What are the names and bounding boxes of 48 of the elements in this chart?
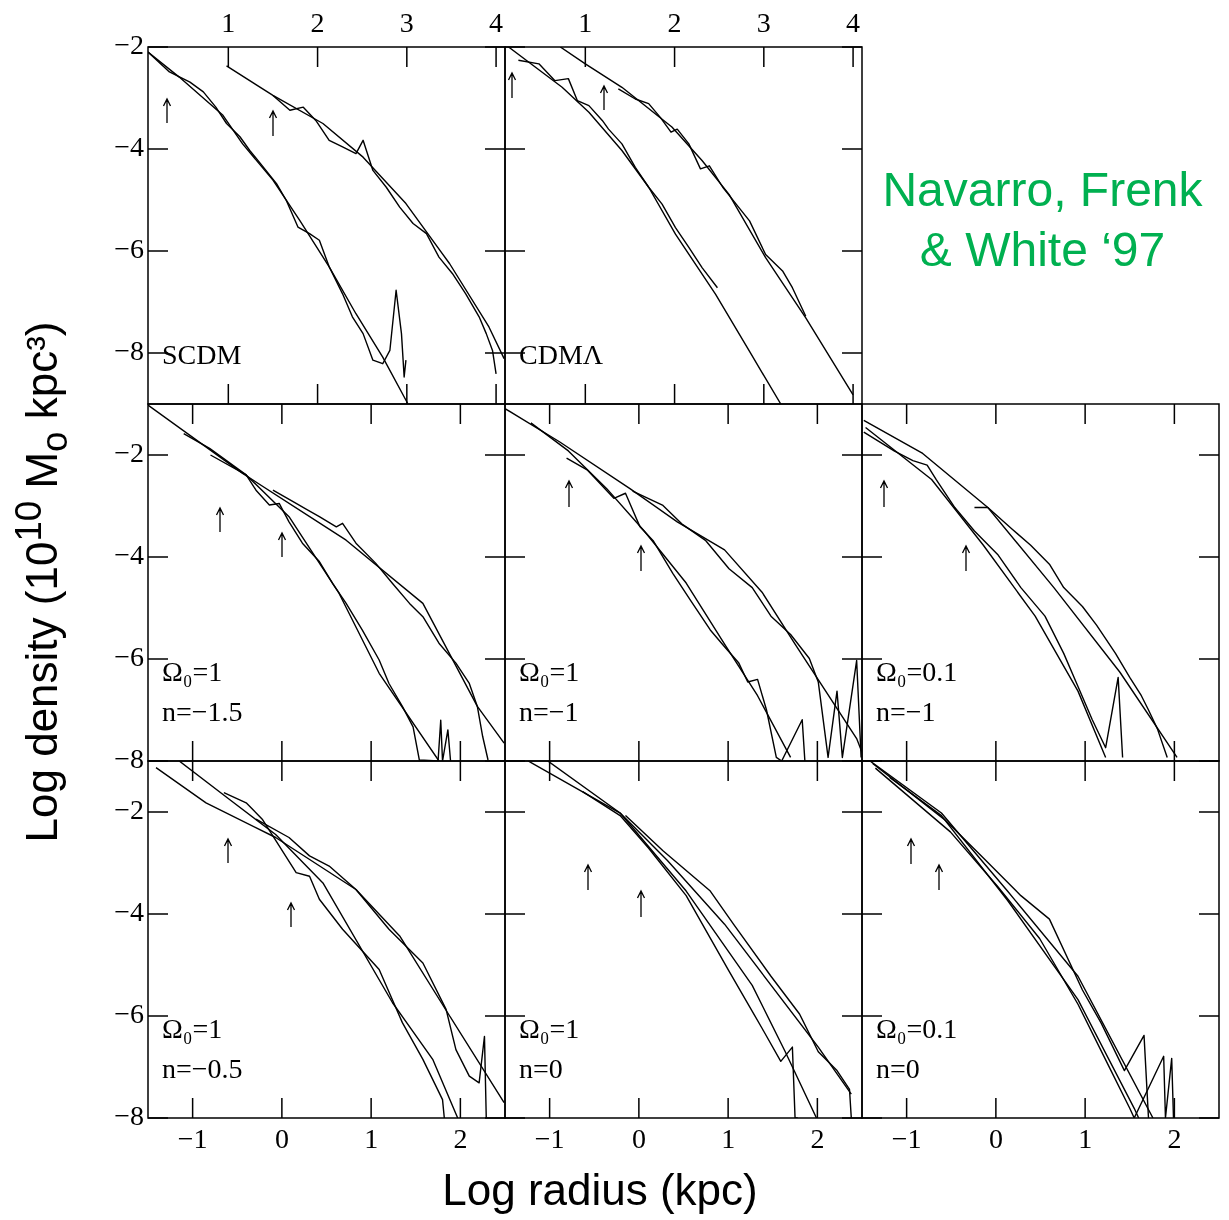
annotation: n=−0.5 bbox=[162, 1053, 243, 1084]
x-tick-label: 2 bbox=[453, 1123, 468, 1155]
annotation: n=0 bbox=[519, 1053, 563, 1084]
x-tick-label: 0 bbox=[988, 1123, 1003, 1155]
x-tick-label: 1 bbox=[364, 1123, 379, 1155]
y-tick-label: −8 bbox=[114, 335, 144, 367]
y-tick-label: −6 bbox=[114, 233, 144, 265]
x-tick-label: 2 bbox=[310, 6, 325, 38]
annotation: Ω₀=1 bbox=[519, 656, 580, 687]
y-tick-label: −4 bbox=[114, 896, 144, 928]
x-tick-label: 2 bbox=[1167, 1123, 1182, 1155]
x-tick-label: −1 bbox=[891, 1123, 922, 1155]
x-tick-label: 1 bbox=[221, 6, 236, 38]
annotation: Ω₀=1 bbox=[519, 1013, 580, 1044]
annotation: n=−1 bbox=[876, 696, 936, 727]
annotation: Ω₀=0.1 bbox=[876, 656, 958, 687]
y-tick-label: −4 bbox=[114, 131, 144, 163]
x-tick-label: 4 bbox=[489, 6, 504, 38]
x-tick-label: 0 bbox=[274, 1123, 289, 1155]
x-axis-title: Log radius (kpc) bbox=[442, 1165, 758, 1215]
x-tick-label: 2 bbox=[667, 6, 682, 38]
x-tick-label: −1 bbox=[534, 1123, 565, 1155]
annotation: n=−1 bbox=[519, 696, 579, 727]
annotation: Ω₀=0.1 bbox=[876, 1013, 958, 1044]
x-tick-label: 1 bbox=[578, 6, 593, 38]
y-tick-label: −6 bbox=[114, 641, 144, 673]
annotation: SCDM bbox=[162, 339, 242, 370]
y-tick-label: −8 bbox=[114, 1100, 144, 1132]
x-tick-label: 2 bbox=[810, 1123, 825, 1155]
y-tick-label: −8 bbox=[114, 743, 144, 775]
y-tick-label: −2 bbox=[114, 437, 144, 469]
y-tick-label: −4 bbox=[114, 539, 144, 571]
x-tick-label: 3 bbox=[756, 6, 771, 38]
text: Navarro, Frenk & White ‘97 bbox=[881, 162, 1204, 278]
y-tick-label: −6 bbox=[114, 998, 144, 1030]
annotation: n=0 bbox=[876, 1053, 920, 1084]
x-tick-label: 4 bbox=[846, 6, 861, 38]
x-tick-label: 1 bbox=[1078, 1123, 1093, 1155]
annotation: Ω₀=1 bbox=[162, 656, 223, 687]
annotation: CDMΛ bbox=[519, 339, 604, 370]
annotation: Ω₀=1 bbox=[162, 1013, 223, 1044]
x-tick-label: −1 bbox=[177, 1123, 208, 1155]
x-tick-label: 1 bbox=[721, 1123, 736, 1155]
y-tick-label: −2 bbox=[114, 29, 144, 61]
annotation: n=−1.5 bbox=[162, 696, 243, 727]
x-tick-label: 0 bbox=[631, 1123, 646, 1155]
x-tick-label: 3 bbox=[399, 6, 414, 38]
y-tick-label: −2 bbox=[114, 794, 144, 826]
